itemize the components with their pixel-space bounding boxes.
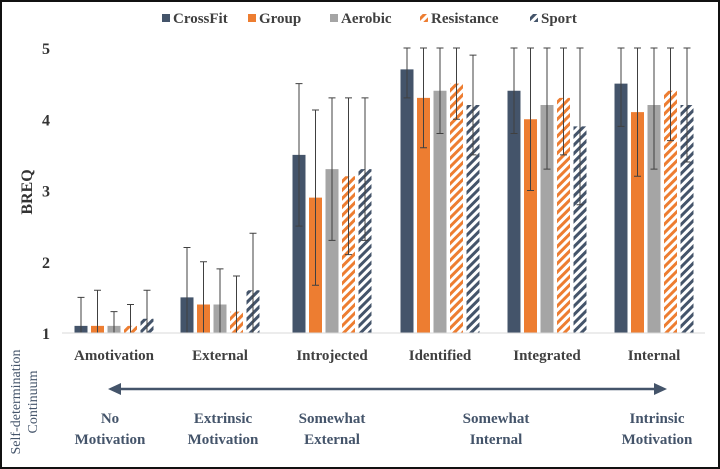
error-bar xyxy=(295,83,303,227)
error-bar xyxy=(183,247,191,333)
y-axis-label: BREQ xyxy=(19,169,36,214)
bar-group xyxy=(524,119,537,333)
y-tick-label: 2 xyxy=(42,255,50,272)
error-bar xyxy=(683,47,691,163)
continuum-stages: No Motivation Extrinsic Motivation Somewhat E… xyxy=(75,411,693,448)
continuum-stage: No Motivation xyxy=(75,411,146,448)
continuum-arrow xyxy=(108,383,667,395)
error-bar xyxy=(469,54,477,156)
legend-swatch xyxy=(420,14,428,22)
error-bar xyxy=(543,47,551,170)
error-bar xyxy=(249,232,257,333)
bar-group xyxy=(631,112,644,333)
stage-line1: No xyxy=(101,411,119,427)
legend: CrossFit Group Aerobic Resistance Sport xyxy=(162,11,577,27)
x-tick-label: Internal xyxy=(628,348,681,364)
legend-item-aerobic: Aerobic xyxy=(330,11,392,27)
bar-sport xyxy=(466,105,480,333)
error-bar xyxy=(420,47,427,149)
error-bar xyxy=(650,47,658,170)
x-tick-label: Introjected xyxy=(296,348,368,364)
continuum-stage: Intrinsic Motivation xyxy=(622,411,693,448)
legend-item-sport: Sport xyxy=(530,11,577,27)
y-tick-label: 4 xyxy=(42,112,50,129)
error-bar xyxy=(328,97,336,241)
stage-line2: Internal xyxy=(470,432,523,448)
stage-line2: Motivation xyxy=(75,432,146,448)
error-bar xyxy=(527,47,534,191)
stage-line1: Extrinsic xyxy=(194,411,253,427)
error-bar xyxy=(510,47,518,134)
error-bar xyxy=(667,47,674,142)
stage-line1: Somewhat xyxy=(463,411,530,427)
stage-line1: Intrinsic xyxy=(629,411,684,427)
bar-resistance xyxy=(557,97,570,333)
stage-line1: Somewhat xyxy=(299,411,366,427)
bar-aerobic xyxy=(325,169,339,333)
bar-sport xyxy=(573,126,587,333)
legend-swatch xyxy=(248,14,256,22)
error-bar xyxy=(453,47,460,120)
legend-item-group: Group xyxy=(248,11,301,27)
x-tick-label: Identified xyxy=(409,348,472,364)
error-bar xyxy=(143,289,151,333)
bar-crossfit xyxy=(292,154,306,333)
x-tick-label: External xyxy=(192,348,248,364)
legend-label: Aerobic xyxy=(341,11,392,27)
error-bar xyxy=(216,268,224,333)
error-bar xyxy=(200,261,207,333)
y-tick-label: 5 xyxy=(42,41,50,58)
bar-resistance xyxy=(450,83,463,333)
legend-label: Group xyxy=(259,11,301,27)
bar-crossfit xyxy=(507,90,521,333)
stage-line2: Motivation xyxy=(188,432,259,448)
legend-item-resistance: Resistance xyxy=(420,11,499,27)
stage-line2: External xyxy=(304,432,360,448)
legend-item-crossfit: CrossFit xyxy=(162,11,228,27)
error-bar xyxy=(312,109,319,286)
x-axis-labels: Amotivation External Introjected Identified… xyxy=(74,348,680,364)
legend-label: Resistance xyxy=(431,11,499,27)
stage-line2: Motivation xyxy=(622,432,693,448)
continuum-label: Self-determination Continuum xyxy=(9,350,41,455)
error-bar xyxy=(345,97,352,256)
error-bar xyxy=(77,296,85,333)
bar-aerobic xyxy=(433,90,447,333)
bar-crossfit xyxy=(614,83,628,333)
error-bar xyxy=(361,97,369,241)
y-axis: 1 2 3 4 5 xyxy=(42,41,50,343)
error-bar xyxy=(127,304,134,333)
bars xyxy=(74,69,694,333)
legend-swatch xyxy=(162,14,170,22)
legend-swatch xyxy=(330,14,338,22)
error-bar xyxy=(560,47,567,156)
error-bar xyxy=(110,311,118,333)
continuum-stage: Extrinsic Motivation xyxy=(188,411,259,448)
bar-group xyxy=(417,97,430,333)
x-tick-label: Amotivation xyxy=(74,348,155,364)
error-bar xyxy=(617,47,625,127)
legend-label: Sport xyxy=(541,11,577,27)
bar-aerobic xyxy=(647,105,661,333)
error-bar xyxy=(634,47,641,177)
error-bar xyxy=(94,289,101,333)
error-bar xyxy=(403,47,411,99)
continuum-stage: Somewhat External xyxy=(299,411,366,448)
error-bar xyxy=(576,47,584,206)
legend-swatch xyxy=(530,14,538,22)
bar-resistance xyxy=(664,90,677,333)
error-bar xyxy=(233,275,240,333)
x-tick-label: Integrated xyxy=(513,348,581,364)
y-tick-label: 1 xyxy=(42,326,50,343)
y-tick-label: 3 xyxy=(42,184,50,201)
error-bars xyxy=(77,47,691,333)
error-bar xyxy=(436,47,444,134)
bar-aerobic xyxy=(540,105,554,333)
continuum-stage: Somewhat Internal xyxy=(463,411,530,448)
legend-label: CrossFit xyxy=(173,11,228,27)
bar-sport xyxy=(358,169,372,333)
bar-crossfit xyxy=(400,69,414,333)
